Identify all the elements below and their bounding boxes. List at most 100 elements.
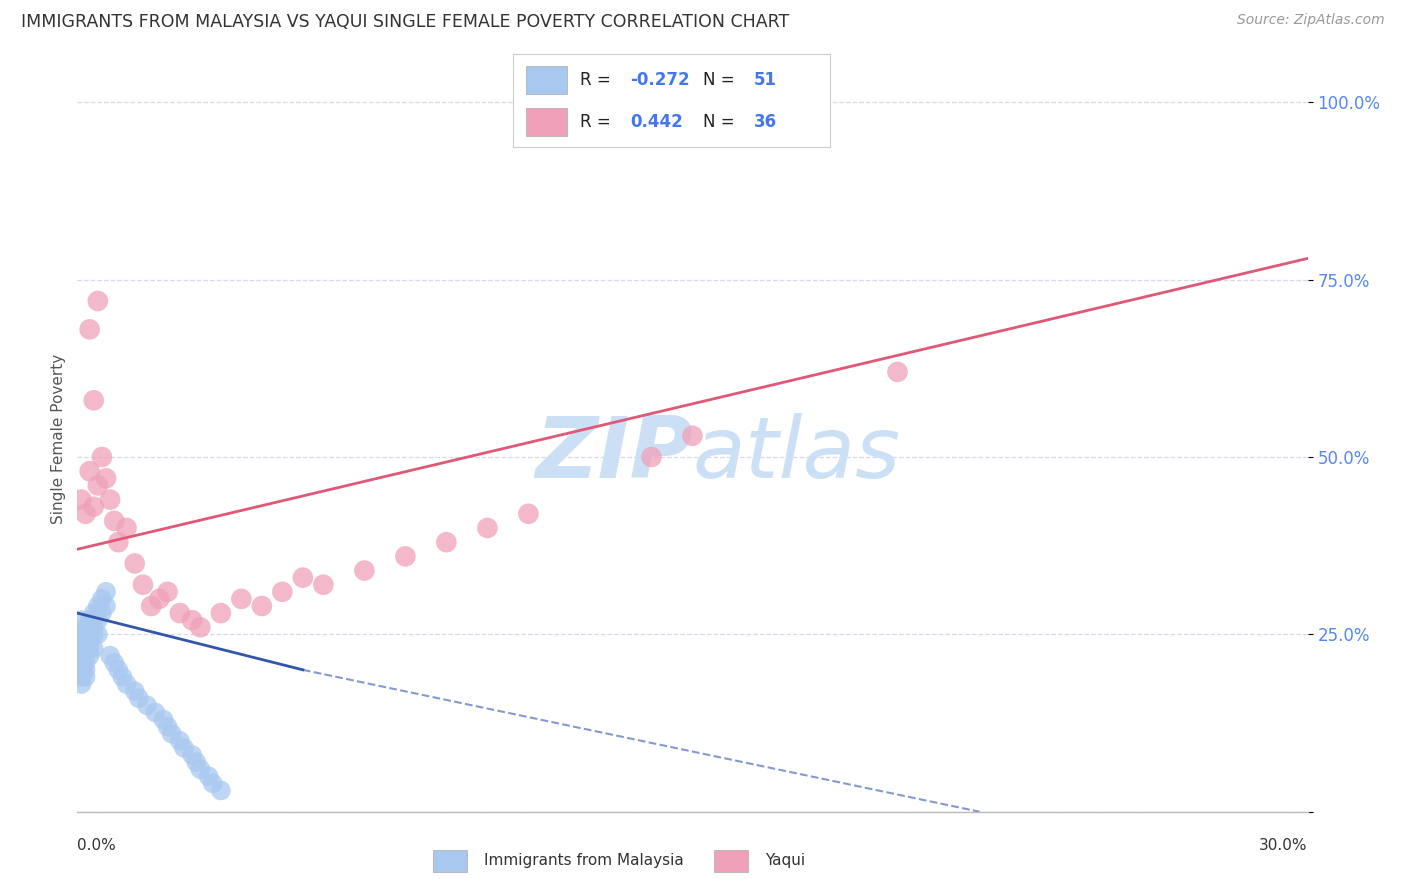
Point (90, 606, 114, 620)
Point (79, 613, 101, 627)
Point (173, 740, 195, 755)
Point (79, 648, 101, 663)
Point (98, 492, 121, 507)
Point (94, 584, 117, 599)
Point (87, 627, 110, 641)
Point (75, 507, 97, 521)
Point (70, 641, 93, 656)
Point (103, 656, 125, 670)
Bar (433, 849, 467, 872)
Text: atlas: atlas (693, 413, 900, 496)
Point (209, 606, 232, 620)
Point (209, 783, 232, 797)
Point (181, 747, 204, 762)
Text: 51: 51 (754, 70, 776, 88)
Text: IMMIGRANTS FROM MALAYSIA VS YAQUI SINGLE FEMALE POVERTY CORRELATION CHART: IMMIGRANTS FROM MALAYSIA VS YAQUI SINGLE… (21, 13, 789, 31)
Point (477, 521, 499, 535)
Point (640, 450, 662, 464)
Point (143, 706, 166, 720)
Point (124, 684, 146, 698)
Point (90, 450, 114, 464)
Point (353, 564, 375, 578)
Point (70, 670, 93, 684)
Point (148, 591, 170, 606)
Point (87, 293, 110, 308)
Point (181, 613, 204, 627)
Point (70, 656, 93, 670)
Point (115, 677, 138, 691)
Point (312, 578, 335, 592)
Point (107, 663, 129, 677)
Point (682, 429, 704, 443)
Point (75, 663, 97, 677)
Text: -0.272: -0.272 (630, 70, 690, 88)
Point (83, 606, 105, 620)
Point (98, 648, 121, 663)
Point (83, 641, 105, 656)
Text: 0.442: 0.442 (630, 113, 683, 131)
Point (79, 641, 101, 656)
Point (156, 720, 179, 734)
Point (169, 606, 191, 620)
Text: 30.0%: 30.0% (1260, 838, 1308, 854)
Point (141, 599, 163, 613)
Point (94, 471, 117, 485)
Point (79, 322, 101, 336)
Point (87, 613, 110, 627)
Point (87, 599, 110, 613)
Text: Immigrants from Malaysia: Immigrants from Malaysia (484, 854, 683, 868)
Point (291, 571, 314, 585)
Point (231, 591, 253, 606)
Point (75, 670, 97, 684)
Text: Source: ZipAtlas.com: Source: ZipAtlas.com (1237, 13, 1385, 28)
Point (75, 641, 97, 656)
Point (115, 521, 138, 535)
Bar (714, 849, 748, 872)
Point (436, 535, 458, 549)
Point (188, 762, 212, 776)
Point (107, 535, 129, 549)
Point (70, 663, 93, 677)
Text: 36: 36 (754, 113, 776, 131)
Text: R =: R = (579, 113, 621, 131)
Point (83, 620, 105, 634)
Point (156, 584, 179, 599)
Y-axis label: Single Female Poverty: Single Female Poverty (51, 354, 66, 524)
Point (83, 393, 105, 408)
Text: 0.0%: 0.0% (77, 838, 117, 854)
Point (83, 500, 105, 514)
Point (186, 755, 208, 769)
Point (70, 627, 93, 641)
Point (75, 634, 97, 648)
Point (271, 584, 294, 599)
Point (111, 670, 134, 684)
Point (250, 599, 273, 613)
Point (128, 691, 150, 706)
Point (79, 634, 101, 648)
Point (188, 620, 212, 634)
Point (136, 698, 159, 713)
Point (94, 599, 117, 613)
Point (197, 769, 219, 783)
Point (70, 648, 93, 663)
Point (160, 727, 183, 741)
Point (75, 620, 97, 634)
Bar (526, 108, 567, 136)
Text: R =: R = (579, 70, 616, 88)
Point (132, 578, 155, 592)
Text: N =: N = (703, 113, 740, 131)
Point (169, 733, 191, 747)
Point (90, 591, 114, 606)
Point (70, 613, 93, 627)
Point (124, 557, 146, 571)
Point (70, 677, 93, 691)
Point (517, 507, 540, 521)
Text: ZIP: ZIP (534, 413, 693, 496)
Point (75, 656, 97, 670)
Point (75, 627, 97, 641)
Text: N =: N = (703, 70, 740, 88)
Point (70, 492, 93, 507)
Point (394, 549, 416, 564)
Point (152, 713, 174, 727)
Text: Yaqui: Yaqui (765, 854, 806, 868)
